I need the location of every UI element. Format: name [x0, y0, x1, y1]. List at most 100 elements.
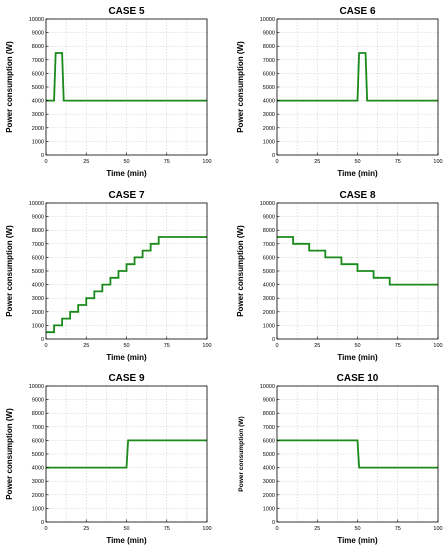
y-axis-label: Power consumption (W) [238, 416, 245, 491]
y-tick-label: 7000 [32, 242, 44, 248]
x-tick-label: 100 [433, 526, 442, 532]
x-tick-label: 100 [433, 159, 442, 165]
x-tick-label: 75 [395, 526, 401, 532]
x-tick-label: 50 [123, 343, 129, 349]
y-tick-label: 9000 [32, 215, 44, 221]
y-tick-label: 3000 [32, 112, 44, 118]
y-tick-label: 9000 [263, 31, 275, 37]
y-axis-label: Power consumption (W) [5, 41, 14, 133]
x-tick-label: 50 [123, 159, 129, 165]
y-tick-label: 0 [41, 337, 44, 343]
y-tick-label: 2000 [32, 493, 44, 499]
x-tick-label: 0 [275, 526, 278, 532]
y-tick-label: 4000 [32, 466, 44, 472]
y-tick-label: 0 [272, 153, 275, 159]
y-tick-label: 1000 [263, 323, 275, 329]
y-tick-label: 1000 [263, 506, 275, 512]
chart-panel-6: 0100020003000400050006000700080009000100… [238, 373, 443, 545]
y-tick-label: 5000 [32, 85, 44, 91]
x-axis-label: Time (min) [337, 536, 378, 545]
y-axis-label: Power consumption (W) [236, 41, 245, 133]
y-tick-label: 2000 [32, 310, 44, 316]
chart-panel-3: 0100020003000400050006000700080009000100… [5, 190, 212, 362]
y-tick-label: 1000 [32, 139, 44, 145]
y-tick-label: 1000 [263, 139, 275, 145]
chart-panel-2: 0100020003000400050006000700080009000100… [236, 6, 443, 178]
chart-title: CASE 5 [108, 6, 145, 17]
y-tick-label: 5000 [263, 85, 275, 91]
y-tick-label: 3000 [263, 479, 275, 485]
x-tick-label: 0 [275, 159, 278, 165]
chart-title: CASE 9 [108, 373, 145, 384]
power-series-line [46, 52, 207, 102]
power-series-line [46, 439, 207, 469]
y-tick-label: 8000 [263, 411, 275, 417]
power-series-line [277, 439, 438, 469]
y-tick-label: 6000 [263, 255, 275, 261]
x-tick-label: 75 [395, 343, 401, 349]
x-tick-label: 0 [44, 526, 47, 532]
x-tick-label: 25 [83, 526, 89, 532]
y-tick-label: 6000 [32, 255, 44, 261]
chart-title: CASE 10 [337, 373, 379, 384]
y-tick-label: 9000 [263, 398, 275, 404]
y-tick-label: 4000 [263, 283, 275, 289]
x-tick-label: 100 [433, 343, 442, 349]
y-tick-label: 6000 [32, 438, 44, 444]
y-tick-label: 3000 [32, 296, 44, 302]
x-tick-label: 25 [314, 526, 320, 532]
chart-panel-1: 0100020003000400050006000700080009000100… [5, 6, 212, 178]
y-tick-label: 5000 [32, 269, 44, 275]
y-tick-label: 9000 [32, 398, 44, 404]
y-tick-label: 2000 [263, 493, 275, 499]
y-tick-label: 2000 [263, 126, 275, 132]
y-tick-label: 4000 [32, 283, 44, 289]
y-tick-label: 1000 [32, 506, 44, 512]
x-tick-label: 25 [83, 159, 89, 165]
y-tick-label: 8000 [32, 411, 44, 417]
y-tick-label: 6000 [263, 71, 275, 77]
x-tick-label: 75 [164, 526, 170, 532]
y-tick-label: 10000 [260, 17, 275, 23]
chart-panel-5: 0100020003000400050006000700080009000100… [5, 373, 212, 545]
y-tick-label: 7000 [263, 58, 275, 64]
power-series-line [277, 52, 438, 102]
x-axis-label: Time (min) [106, 169, 147, 178]
x-tick-label: 100 [202, 343, 211, 349]
x-tick-label: 25 [314, 343, 320, 349]
y-tick-label: 7000 [263, 242, 275, 248]
x-tick-label: 0 [275, 343, 278, 349]
y-tick-label: 7000 [32, 425, 44, 431]
y-axis-label: Power consumption (W) [5, 408, 14, 500]
chart-title: CASE 8 [339, 190, 376, 201]
y-tick-label: 0 [41, 153, 44, 159]
x-tick-label: 0 [44, 159, 47, 165]
y-tick-label: 10000 [260, 201, 275, 207]
y-tick-label: 9000 [263, 215, 275, 221]
y-tick-label: 5000 [263, 269, 275, 275]
x-tick-label: 0 [44, 343, 47, 349]
y-tick-label: 8000 [32, 228, 44, 234]
chart-title: CASE 6 [339, 6, 376, 17]
power-series-line [277, 236, 438, 286]
y-tick-label: 4000 [32, 99, 44, 105]
x-tick-label: 25 [83, 343, 89, 349]
y-tick-label: 2000 [32, 126, 44, 132]
x-axis-label: Time (min) [337, 353, 378, 362]
y-tick-label: 7000 [32, 58, 44, 64]
x-axis-label: Time (min) [106, 353, 147, 362]
y-tick-label: 9000 [32, 31, 44, 37]
power-series-line [46, 236, 207, 334]
y-tick-label: 8000 [32, 44, 44, 50]
x-tick-label: 50 [354, 526, 360, 532]
y-tick-label: 10000 [260, 384, 275, 390]
x-tick-label: 75 [164, 343, 170, 349]
y-tick-label: 6000 [32, 71, 44, 77]
y-tick-label: 5000 [32, 452, 44, 458]
y-axis-label: Power consumption (W) [5, 225, 14, 317]
y-tick-label: 4000 [263, 466, 275, 472]
y-tick-label: 10000 [29, 17, 44, 23]
x-tick-label: 100 [202, 159, 211, 165]
y-tick-label: 1000 [32, 323, 44, 329]
